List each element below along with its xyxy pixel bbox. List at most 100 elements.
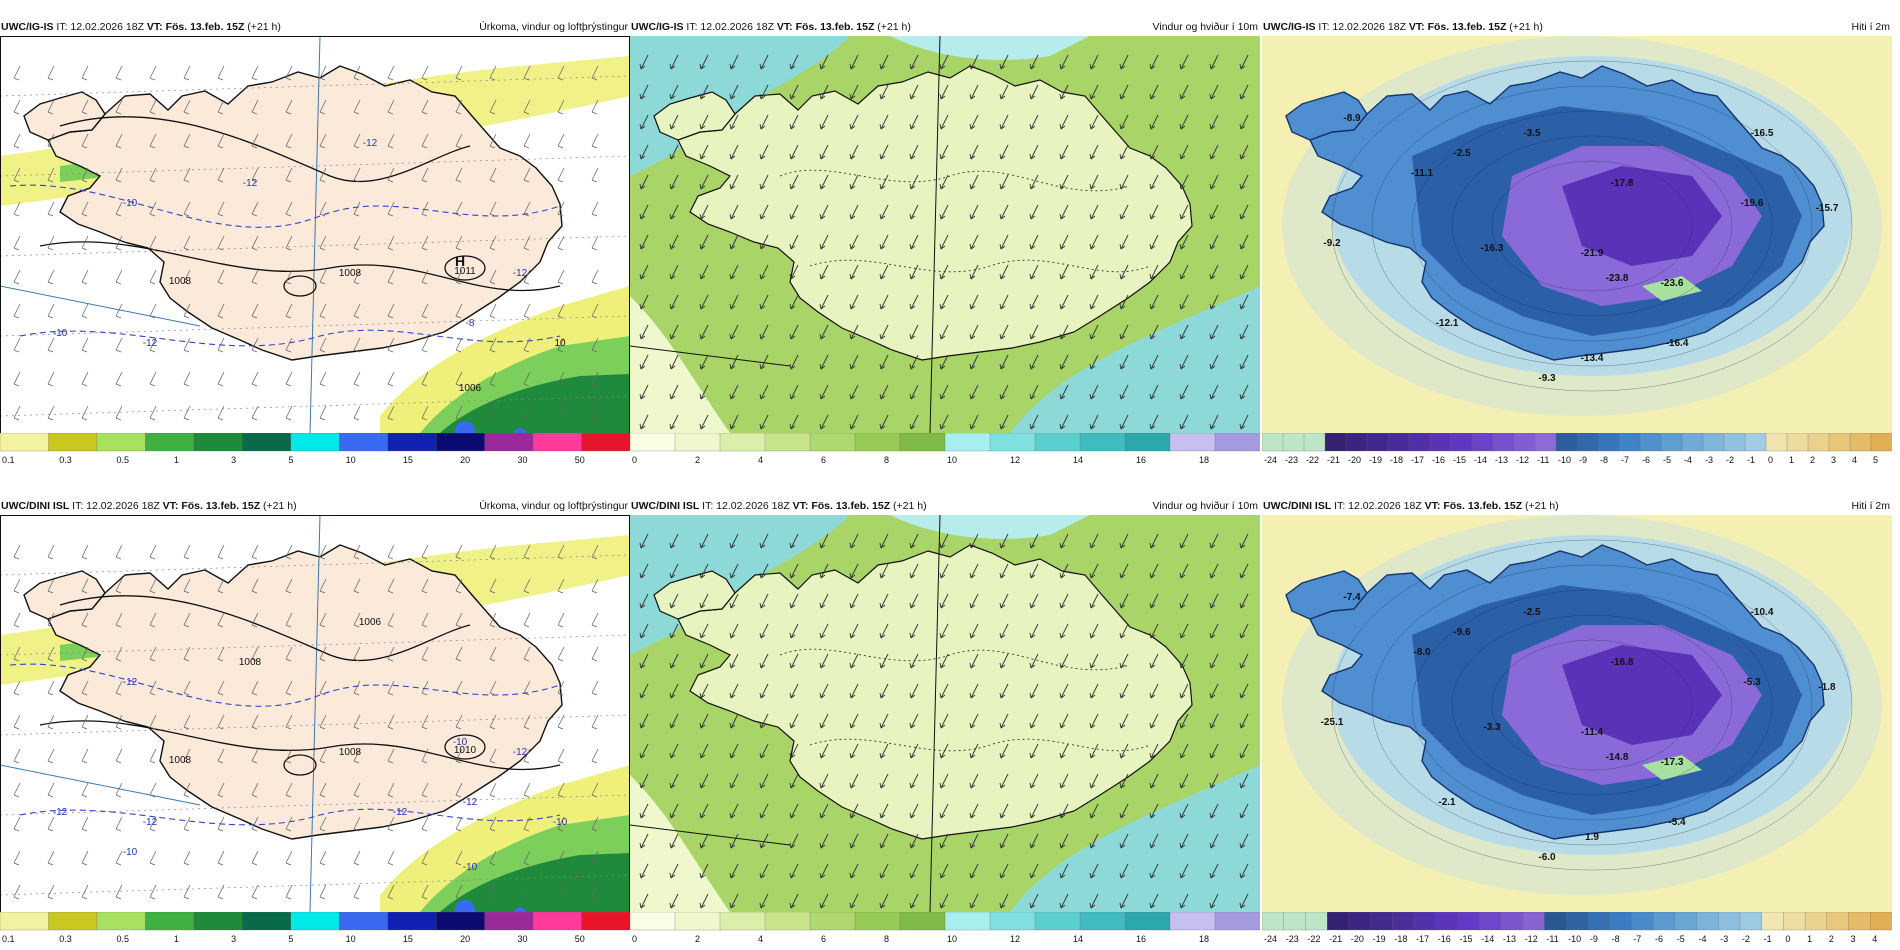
wind-arrow <box>1059 324 1069 340</box>
wind-barb <box>353 714 361 730</box>
map-value-label: -10 <box>453 737 468 748</box>
wind-arrow <box>909 803 919 819</box>
wind-barb <box>489 544 497 560</box>
wind-arrow <box>909 294 919 310</box>
wind-arrow <box>699 144 709 160</box>
wind-barb <box>115 235 123 251</box>
colorbar-tick-label: 18 <box>1199 455 1209 465</box>
map-value-label: -12 <box>123 677 138 688</box>
wind-arrow <box>759 533 769 549</box>
wind-arrow <box>999 294 1009 310</box>
wind-barb <box>489 269 497 285</box>
wind-arrow <box>1179 683 1189 699</box>
colorbar-swatch <box>854 433 901 452</box>
wind-barb <box>455 680 463 696</box>
wind-barb <box>353 680 361 696</box>
wind-barb <box>115 99 123 115</box>
wind-arrow <box>1179 354 1189 370</box>
precip-band <box>440 853 630 912</box>
map-value-label: -14.8 <box>1606 752 1629 763</box>
wind-arrow <box>1119 114 1129 130</box>
wind-barb <box>81 544 89 560</box>
colorbar-swatch <box>1674 912 1698 931</box>
colorbar-swatch <box>0 433 50 452</box>
wind-arrow <box>759 354 769 370</box>
wind-arrow <box>939 54 949 70</box>
wind-arrow <box>1149 354 1159 370</box>
wind-arrow <box>1149 623 1159 639</box>
wind-arrow <box>1239 204 1249 220</box>
map-value-label: -8.9 <box>1343 113 1361 124</box>
isobar <box>283 275 317 297</box>
wind-arrow <box>939 563 949 579</box>
colorbar-swatch <box>1479 912 1502 931</box>
region-boundary <box>809 738 1151 752</box>
wind-barb <box>421 65 429 81</box>
wind-arrow <box>819 653 829 669</box>
wind-arrow <box>909 563 919 579</box>
wind-barb <box>81 167 89 183</box>
wind-barb <box>149 65 157 81</box>
wind-arrow <box>639 204 649 220</box>
colorbar-swatch <box>1681 433 1704 452</box>
wind-barb <box>489 65 497 81</box>
map-value-label: -12.1 <box>1436 318 1459 329</box>
colorbar-swatch <box>854 912 901 931</box>
wind-arrow <box>759 593 769 609</box>
wind-barb <box>149 167 157 183</box>
colorbar-tick-label: 12 <box>1010 455 1020 465</box>
wind-arrow <box>699 294 709 310</box>
panel-igis-precip: UWC/IG-IS IT: 12.02.2026 18Z VT: Fös. 13… <box>0 18 630 465</box>
map-value-label: -19.6 <box>1741 198 1764 209</box>
wind-barb <box>557 65 565 81</box>
wind-barb <box>455 405 463 421</box>
wind-barb <box>217 235 225 251</box>
wind-arrow <box>1029 773 1039 789</box>
wind-arrow <box>1059 563 1069 579</box>
wind-arrow <box>639 234 649 250</box>
wind-barb <box>217 714 225 730</box>
wind-barb <box>183 612 191 628</box>
precip-colorbar: 0.1 0.3 0.5 1 3 5 10 15 20 30 50 <box>0 433 630 465</box>
colorbar-swatch <box>1282 433 1305 452</box>
wind-arrow <box>759 563 769 579</box>
colorbar-tick-label: -6 <box>1655 934 1663 944</box>
wind-arrow <box>879 234 889 250</box>
wind-arrow <box>1029 893 1039 909</box>
wind-arrow <box>1089 324 1099 340</box>
wind-arrow <box>789 354 799 370</box>
colorbar-swatch <box>1870 433 1892 452</box>
land-westfjords <box>653 91 736 141</box>
colorbar-tick-label: 10 <box>346 455 356 465</box>
colorbar-tick-label: -18 <box>1390 455 1403 465</box>
wind-arrow <box>729 623 739 639</box>
wind-barb <box>523 646 531 662</box>
wind-barb <box>319 337 327 353</box>
wind-colorbar: 0 2 4 6 8 10 12 14 16 18 <box>630 912 1260 944</box>
wind-barb <box>13 782 21 798</box>
colorbar-tick-label: 0 <box>1768 455 1773 465</box>
wind-arrow <box>1119 833 1129 849</box>
colorbar-tick-label: -23 <box>1286 934 1299 944</box>
wind-barb <box>421 99 429 115</box>
wind-barb <box>217 816 225 832</box>
wind-barb <box>81 337 89 353</box>
wind-arrow <box>729 653 739 669</box>
wind-arrow <box>729 833 739 849</box>
wind-arrow <box>1209 84 1219 100</box>
wind-barb <box>47 646 55 662</box>
wind-arrow <box>729 803 739 819</box>
wind-arrow <box>1209 204 1219 220</box>
colorbar-swatch <box>1079 433 1126 452</box>
wind-arrow <box>669 623 679 639</box>
wind-arrow <box>699 384 709 400</box>
map-value-label: 1.9 <box>1585 832 1599 843</box>
wind-barb <box>13 405 21 421</box>
wind-arrow <box>1089 803 1099 819</box>
wind-arrow <box>879 384 889 400</box>
wind-arrow <box>879 114 889 130</box>
wind-barb <box>591 816 599 832</box>
wind-barb <box>149 782 157 798</box>
colorbar-swatch <box>1652 912 1676 931</box>
colorbar-tick-label: 4 <box>758 455 763 465</box>
